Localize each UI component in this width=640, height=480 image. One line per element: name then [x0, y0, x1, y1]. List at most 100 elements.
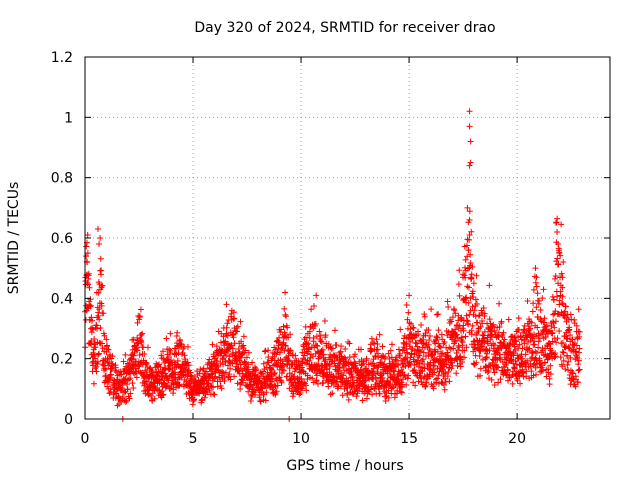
data-point — [93, 368, 100, 375]
data-point — [576, 366, 583, 373]
data-point — [234, 323, 241, 330]
data-point — [336, 349, 343, 356]
data-point — [283, 313, 290, 320]
data-point — [575, 306, 582, 313]
data-point — [167, 347, 174, 354]
data-point — [509, 380, 516, 387]
data-point — [223, 301, 230, 308]
data-point — [165, 358, 172, 365]
data-point — [435, 327, 442, 334]
data-point — [175, 383, 182, 390]
data-point — [225, 348, 232, 355]
data-point — [196, 390, 203, 397]
data-point — [242, 347, 249, 354]
data-point — [191, 396, 198, 403]
data-point — [95, 350, 102, 357]
data-point — [397, 388, 404, 395]
data-point — [106, 375, 113, 382]
data-point — [422, 383, 429, 390]
data-point — [133, 374, 140, 381]
data-point — [99, 282, 106, 289]
data-point — [373, 376, 380, 383]
data-point — [86, 284, 93, 291]
data-point — [535, 344, 542, 351]
data-point — [559, 293, 566, 300]
data-point — [376, 390, 383, 397]
data-point — [512, 357, 519, 364]
data-point — [230, 334, 237, 341]
data-point — [533, 283, 540, 290]
data-point — [444, 349, 451, 356]
data-point — [286, 365, 293, 372]
data-point — [558, 300, 565, 307]
data-point — [559, 274, 566, 281]
data-point — [416, 352, 423, 359]
y-tick-label: 0.4 — [51, 291, 73, 307]
data-point — [505, 345, 512, 352]
data-point — [238, 354, 245, 361]
data-point — [390, 367, 397, 374]
data-point — [295, 386, 302, 393]
data-point — [395, 362, 402, 369]
data-point — [490, 321, 497, 328]
data-point — [540, 286, 547, 293]
data-point — [562, 308, 569, 315]
data-point — [303, 387, 310, 394]
data-point — [530, 286, 537, 293]
data-point — [314, 343, 321, 350]
data-point — [542, 323, 549, 330]
data-point — [460, 322, 467, 329]
data-point — [184, 359, 191, 366]
data-point — [282, 289, 289, 296]
data-point — [278, 345, 285, 352]
data-point — [527, 363, 534, 370]
data-point — [533, 304, 540, 311]
data-point — [575, 361, 582, 368]
data-point — [172, 345, 179, 352]
data-point — [312, 320, 319, 327]
data-point — [403, 381, 410, 388]
data-point — [402, 363, 409, 370]
data-point — [496, 300, 503, 307]
data-point — [397, 326, 404, 333]
data-point — [92, 365, 99, 372]
data-point — [543, 322, 550, 329]
data-point — [101, 365, 108, 372]
data-point — [184, 343, 191, 350]
data-point — [236, 348, 243, 355]
data-point — [476, 347, 483, 354]
data-point — [245, 349, 252, 356]
data-point — [211, 391, 218, 398]
data-point — [460, 271, 467, 278]
data-point — [201, 394, 208, 401]
data-point — [117, 368, 124, 375]
data-point — [441, 382, 448, 389]
data-point — [96, 241, 103, 248]
data-point — [454, 334, 461, 341]
data-point — [139, 330, 146, 337]
data-point — [257, 397, 264, 404]
data-point — [315, 360, 322, 367]
data-point — [276, 374, 283, 381]
data-point — [396, 370, 403, 377]
data-point — [363, 395, 370, 402]
data-point — [451, 338, 458, 345]
data-point — [434, 348, 441, 355]
data-point — [410, 324, 417, 331]
data-point — [438, 350, 445, 357]
data-point — [466, 231, 473, 238]
data-point — [345, 338, 352, 345]
data-point — [474, 319, 481, 326]
data-point — [97, 325, 104, 332]
data-point — [455, 342, 462, 349]
data-point — [459, 339, 466, 346]
data-point — [231, 315, 238, 322]
data-point — [484, 340, 491, 347]
data-point — [208, 371, 215, 378]
data-point — [553, 293, 560, 300]
data-point — [437, 344, 444, 351]
data-point — [421, 313, 428, 320]
data-point — [174, 357, 181, 364]
data-point — [454, 322, 461, 329]
